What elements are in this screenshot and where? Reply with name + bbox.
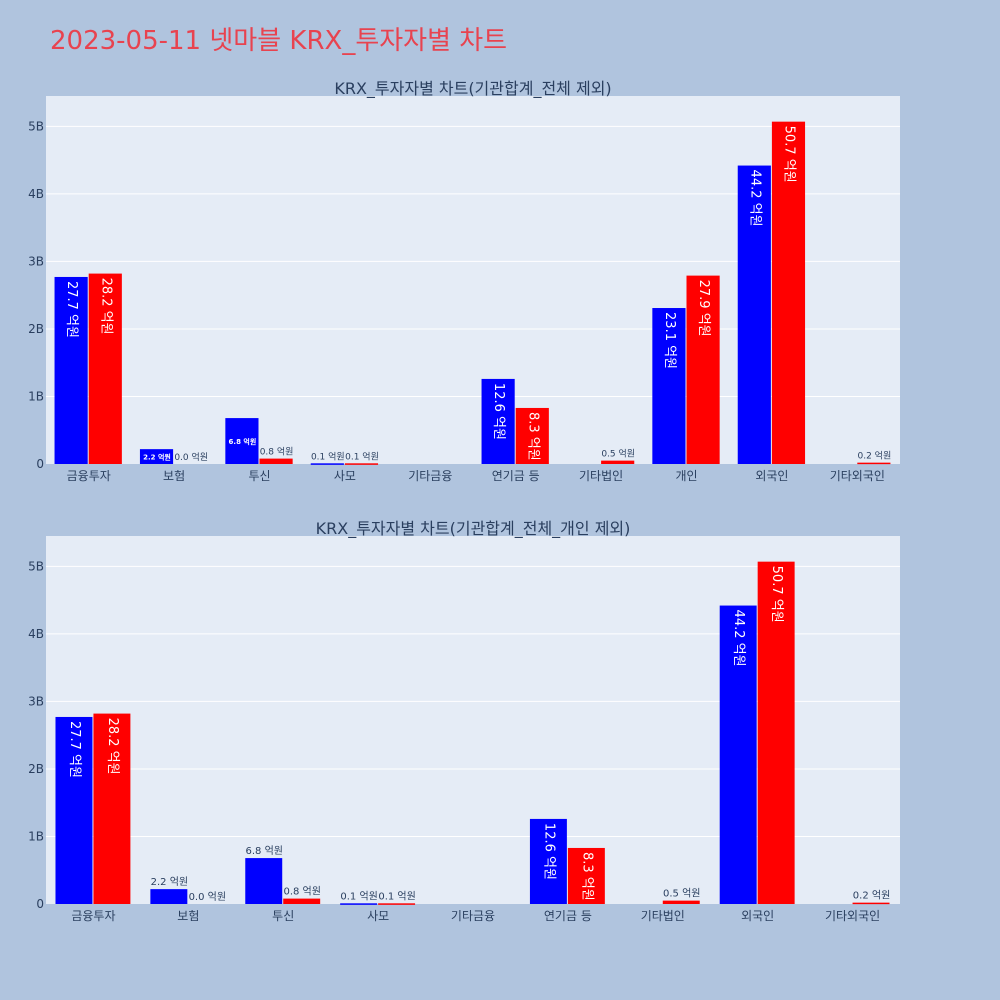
bar-value-label: 44.2 억원	[731, 610, 746, 667]
x-tick-label: 연기금 등	[492, 469, 540, 483]
bar-value-label: 12.6 억원	[541, 823, 556, 880]
bar	[737, 165, 771, 464]
bar	[259, 458, 293, 464]
bar	[481, 378, 515, 464]
x-tick-label: 투신	[248, 469, 270, 483]
page-title: 2023-05-11 넷마블 KRX_투자자별 차트	[50, 26, 507, 56]
bar	[310, 463, 344, 465]
bar-value-label: 0.1 억원	[345, 450, 379, 462]
x-tick-label: 보험	[163, 469, 185, 483]
bar-value-label: 2.2 억원	[143, 453, 171, 462]
bar-value-label: 6.8 억원	[229, 437, 257, 446]
bar-value-label: 23.1 억원	[662, 312, 677, 369]
bar	[652, 308, 686, 464]
bar	[515, 407, 549, 464]
bar	[344, 463, 379, 465]
y-tick-label: 2B	[28, 322, 44, 336]
bar-value-label: 0.0 억원	[174, 451, 208, 463]
chart-1: 0 1B 2B 3B 4B 5B KRX_투자자별 차트(기관합계_전체_개인 제외) 금융투…	[28, 519, 900, 923]
x-tick-label: 기타법인	[579, 469, 623, 483]
bar-value-label: 27.7 억원	[64, 281, 79, 338]
x-tick-label: 기타외국인	[830, 469, 885, 483]
bar	[662, 900, 700, 904]
bar	[719, 605, 757, 904]
bar	[88, 273, 122, 464]
bar	[757, 561, 795, 904]
y-tick-label: 4B	[28, 627, 44, 641]
y-tick-label: 0	[36, 897, 44, 911]
bar-value-label: 0.8 억원	[283, 886, 320, 898]
bar	[378, 903, 416, 905]
x-tick-label: 사모	[367, 909, 389, 923]
x-tick-label: 기타법인	[641, 909, 685, 923]
x-tick-label: 연기금 등	[544, 909, 592, 923]
x-tick-label: 기타금융	[451, 909, 495, 923]
bar-value-label: 27.7 억원	[67, 721, 82, 778]
x-tick-label: 외국인	[741, 909, 774, 923]
y-tick-label: 1B	[28, 389, 44, 403]
chart-0: 0 1B 2B 3B 4B 5B KRX_투자자별 차트(기관합계_전체 제외) 금융투자 27…	[28, 79, 900, 483]
bar-value-label: 2.2 억원	[151, 876, 188, 888]
bar-value-label: 50.7 억원	[781, 126, 796, 183]
bar-value-label: 8.3 억원	[525, 412, 540, 461]
bar	[93, 713, 131, 904]
x-tick-label: 사모	[334, 469, 356, 483]
bar-value-label: 0.5 억원	[663, 888, 700, 900]
bar-value-label: 28.2 억원	[98, 278, 113, 335]
bar	[225, 418, 259, 464]
x-tick-label: 투신	[272, 909, 294, 923]
y-tick-label: 2B	[28, 762, 44, 776]
bar-value-label: 50.7 억원	[769, 566, 784, 623]
bar	[245, 858, 283, 904]
bar-value-label: 0.1 억원	[378, 890, 415, 902]
bar-value-label: 12.6 억원	[491, 383, 506, 440]
bar-value-label: 8.3 억원	[579, 852, 594, 901]
bar	[857, 462, 891, 465]
bar	[283, 898, 321, 904]
bar	[852, 902, 890, 905]
x-tick-label: 금융투자	[71, 909, 115, 923]
x-tick-label: 기타외국인	[825, 909, 880, 923]
x-tick-label: 보험	[177, 909, 199, 923]
y-tick-label: 3B	[28, 694, 44, 708]
bar	[55, 716, 93, 904]
x-tick-label: 개인	[675, 469, 697, 483]
y-tick-label: 1B	[28, 829, 44, 843]
bar-value-label: 0.1 억원	[311, 450, 345, 462]
bar	[771, 121, 806, 464]
bar-value-label: 0.2 억원	[853, 890, 890, 902]
bar	[139, 449, 174, 464]
x-tick-label: 외국인	[755, 469, 788, 483]
bar-value-label: 0.5 억원	[601, 448, 635, 460]
bar	[54, 276, 88, 464]
bar-value-label: 6.8 억원	[246, 845, 283, 857]
bar	[150, 889, 188, 904]
bar-value-label: 27.9 억원	[696, 280, 711, 337]
bar-value-label: 28.2 억원	[105, 718, 120, 775]
bar-value-label: 0.0 억원	[189, 891, 226, 903]
bar	[529, 818, 567, 904]
chart-title: KRX_투자자별 차트(기관합계_전체 제외)	[334, 79, 611, 99]
bar	[601, 460, 635, 464]
bar-value-label: 0.2 억원	[858, 450, 892, 462]
x-tick-label: 금융투자	[67, 469, 111, 483]
bar	[567, 847, 605, 904]
chart-title: KRX_투자자별 차트(기관합계_전체_개인 제외)	[316, 519, 631, 539]
y-tick-label: 0	[36, 457, 44, 471]
y-tick-label: 3B	[28, 254, 44, 268]
x-tick-label: 기타금융	[408, 469, 452, 483]
y-tick-label: 5B	[28, 119, 44, 133]
bar	[686, 275, 720, 464]
bar	[340, 903, 378, 905]
y-tick-label: 5B	[28, 559, 44, 573]
y-tick-label: 4B	[28, 187, 44, 201]
bar-value-label: 0.8 억원	[260, 446, 294, 458]
bar-value-label: 0.1 억원	[340, 890, 377, 902]
bar-value-label: 44.2 억원	[747, 170, 762, 227]
